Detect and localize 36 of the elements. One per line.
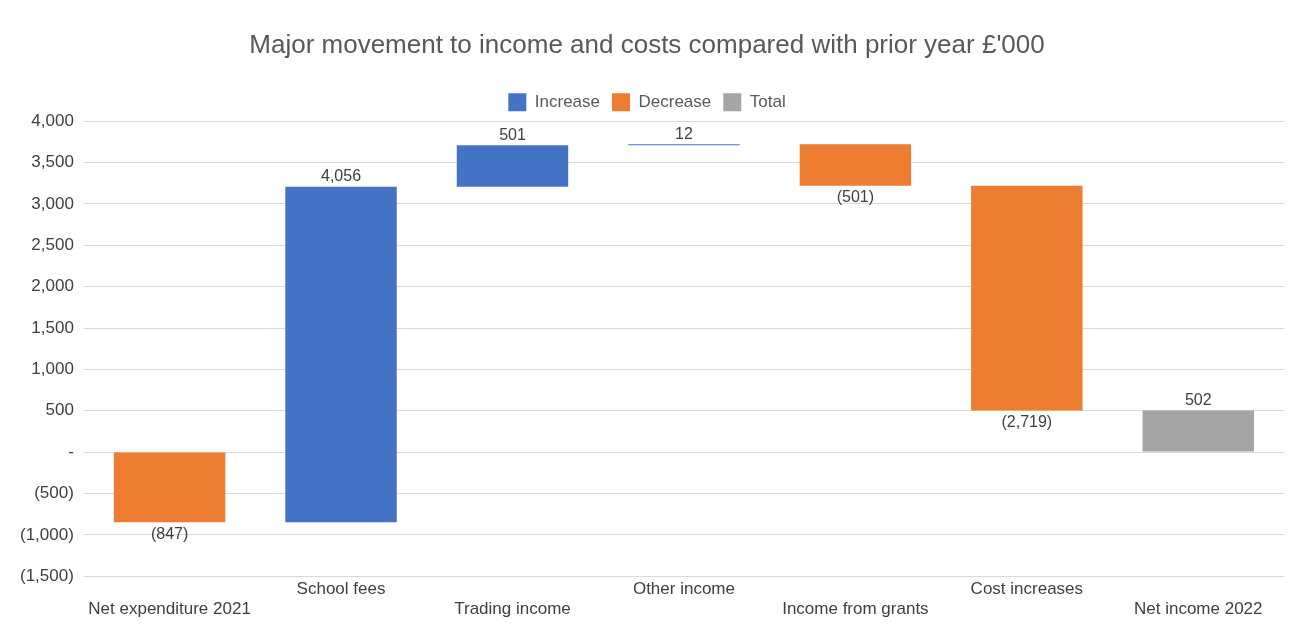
x-tick-label: Net income 2022 — [1134, 599, 1263, 619]
y-tick-label: (1,000) — [19, 524, 74, 544]
bar — [285, 186, 397, 523]
x-tick-label: Other income — [632, 579, 735, 599]
legend-label: Total — [749, 91, 786, 111]
data-label: 4,056 — [321, 167, 362, 185]
y-tick-label: 3,500 — [31, 152, 74, 172]
y-tick-label: 2,500 — [31, 234, 74, 254]
bar — [113, 452, 226, 523]
data-label: (2,719) — [1001, 412, 1053, 430]
legend-label: Increase — [534, 91, 601, 111]
y-tick-label: - — [68, 441, 74, 461]
data-label: 501 — [499, 125, 526, 143]
bar — [1142, 410, 1254, 452]
chart-title: Major movement to income and costs compared with prior year £'000 — [249, 28, 1045, 59]
y-tick-label: 500 — [45, 400, 74, 420]
x-tick-label: Trading income — [454, 599, 571, 619]
y-tick-label: (500) — [34, 483, 74, 503]
y-tick-label: (1,500) — [19, 565, 74, 585]
x-tick-label: Cost increases — [970, 579, 1084, 599]
bar — [799, 144, 912, 186]
bar — [971, 185, 1083, 411]
y-tick-label: 1,000 — [31, 359, 74, 379]
bar — [456, 145, 569, 187]
y-tick-label: 1,500 — [31, 317, 74, 337]
legend-label: Decrease — [638, 91, 712, 111]
x-tick-label: Net expenditure 2021 — [88, 599, 251, 619]
data-label: (501) — [836, 188, 875, 206]
data-label: 502 — [1184, 390, 1212, 408]
data-label: 12 — [675, 124, 693, 142]
y-tick-label: 2,000 — [31, 276, 74, 296]
y-tick-label: 3,000 — [31, 193, 74, 213]
data-label: (847) — [150, 524, 189, 542]
x-tick-label: School fees — [296, 579, 386, 599]
y-tick-label: 4,000 — [31, 110, 74, 130]
x-tick-label: Income from grants — [782, 599, 929, 619]
